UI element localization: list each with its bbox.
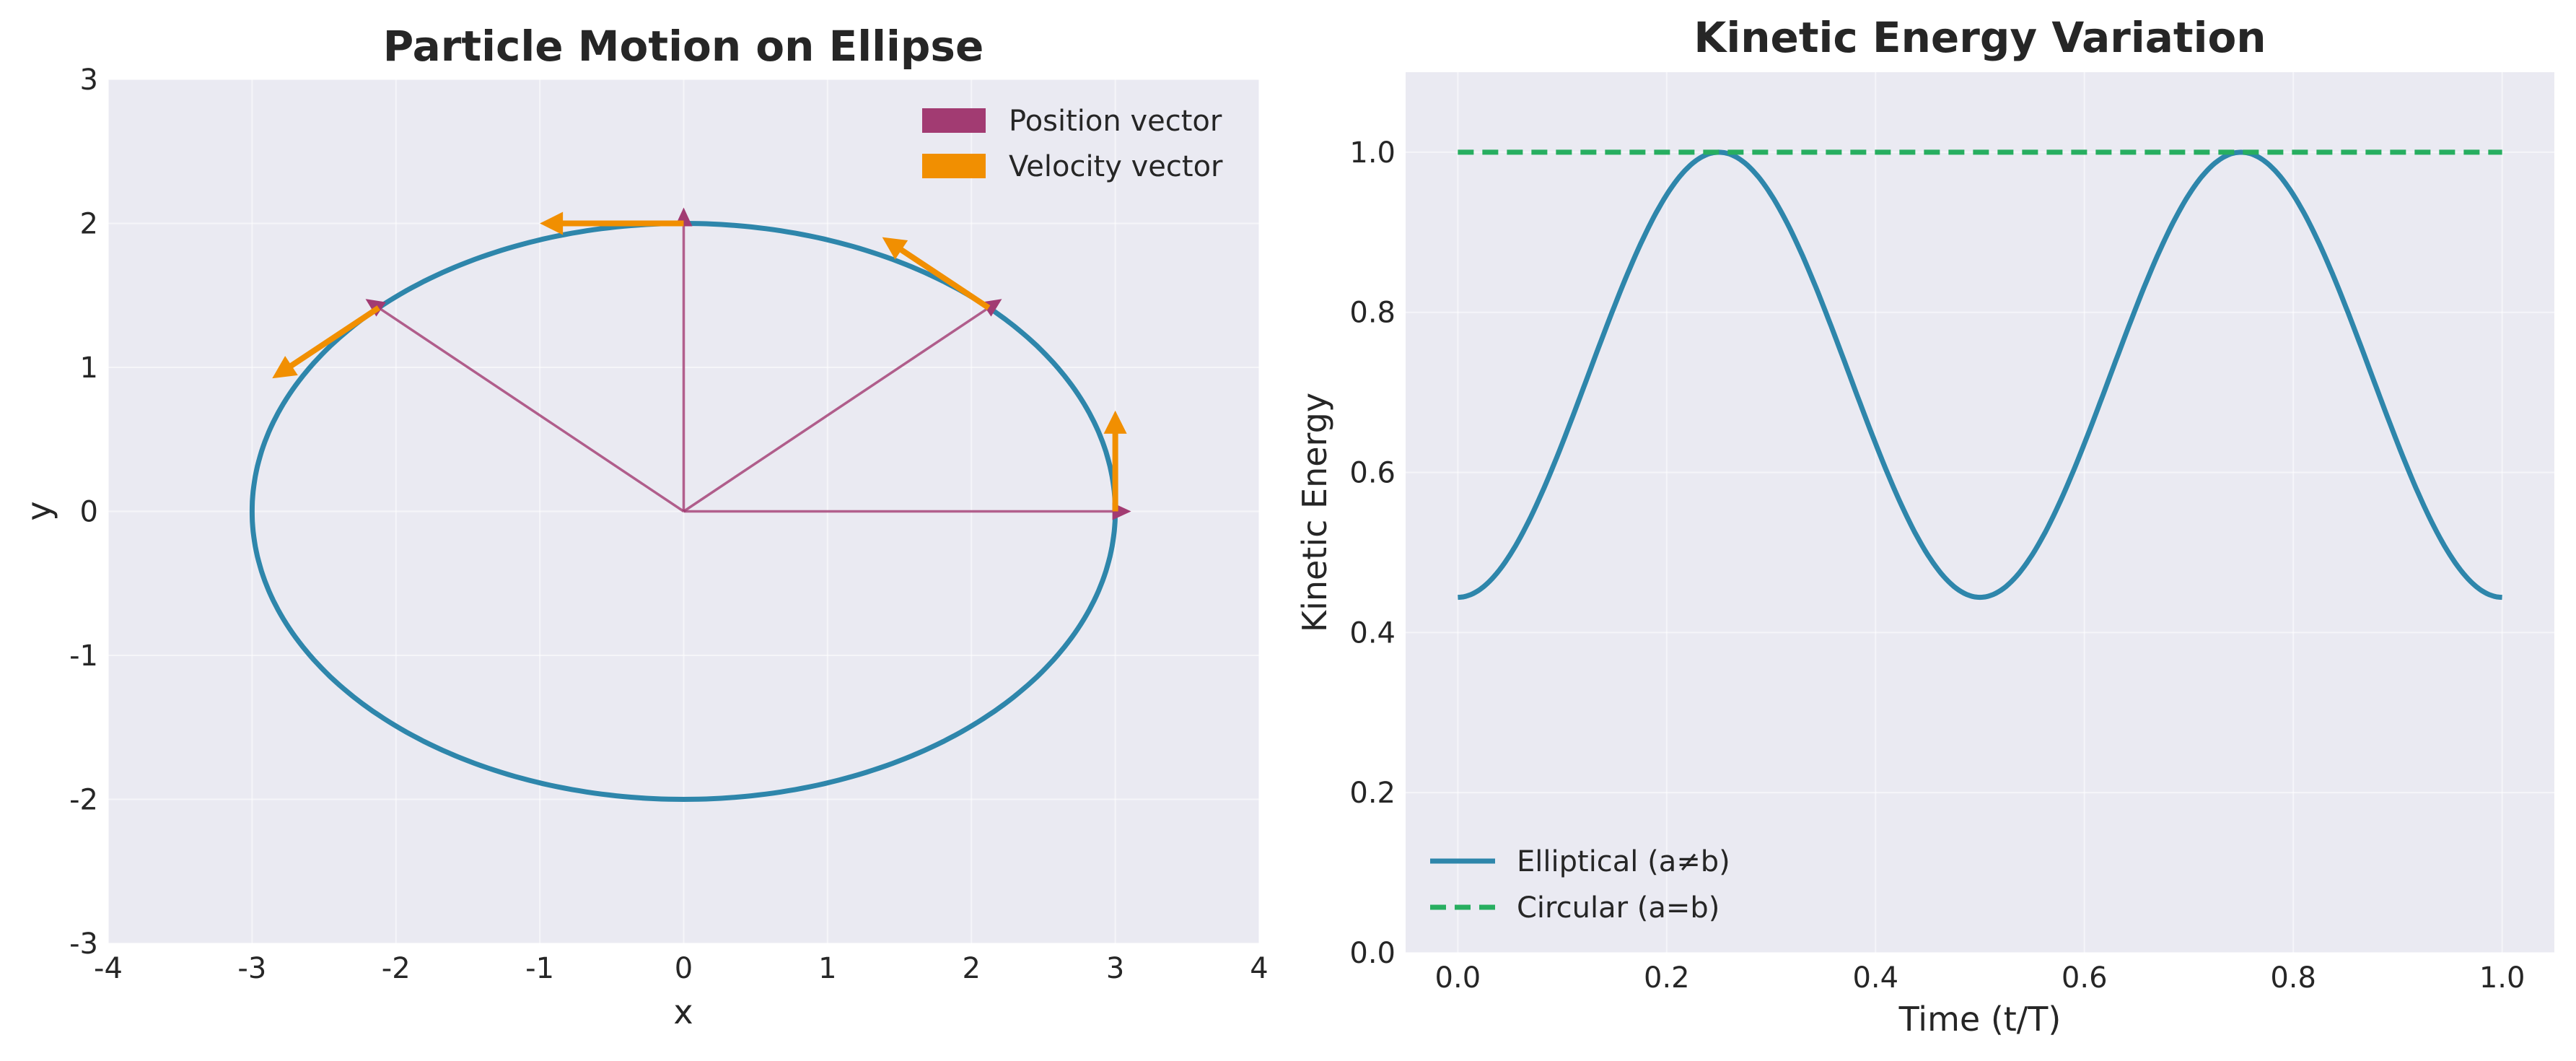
- x-tick-label: 0.6: [2062, 961, 2108, 995]
- kinetic-energy-chart: 0.0 0.2 0.4 0.6 0.8 1.0 0.0 0.2 0.4 0.6 0.8 1.0 Kin…: [1295, 13, 2554, 1039]
- y-tick-label: -3: [69, 927, 98, 961]
- velocity-arrowhead: [540, 211, 564, 235]
- energy-grid: [1406, 72, 2554, 953]
- y-tick-label: -2: [69, 784, 98, 817]
- energy-chart-title: Kinetic Energy Variation: [1694, 13, 2266, 62]
- y-tick-label: 1.0: [1349, 136, 1396, 170]
- y-tick-label: 3: [80, 64, 98, 97]
- legend-elliptical-label: Elliptical (a≠b): [1517, 845, 1730, 878]
- x-tick-label: 1.0: [2479, 961, 2525, 995]
- x-tick-label: -4: [94, 952, 123, 985]
- energy-x-axis-label: Time (t/T): [1898, 1000, 2062, 1039]
- legend-velocity-label: Velocity vector: [1009, 150, 1223, 183]
- ellipse-x-axis-label: x: [673, 992, 693, 1031]
- legend-position-label: Position vector: [1009, 105, 1222, 138]
- velocity-arrowhead: [272, 356, 298, 379]
- y-tick-label: 1: [80, 352, 98, 385]
- x-tick-label: 3: [1106, 952, 1124, 985]
- y-tick-label: 2: [80, 208, 98, 241]
- energy-ticks: 0.0 0.2 0.4 0.6 0.8 1.0 0.0 0.2 0.4 0.6 0.8 1.0: [1349, 136, 2525, 995]
- energy-legend: Elliptical (a≠b) Circular (a=b): [1430, 845, 1730, 925]
- y-tick-label: 0.0: [1349, 937, 1396, 970]
- x-tick-label: 1: [818, 952, 836, 985]
- x-tick-label: 0.8: [2270, 961, 2316, 995]
- velocity-vector: [282, 305, 381, 373]
- y-tick-label: -1: [69, 639, 98, 673]
- velocity-vector: [893, 243, 991, 310]
- y-tick-label: 0.4: [1349, 616, 1396, 650]
- x-tick-label: 4: [1250, 952, 1268, 985]
- energy-y-axis-label: Kinetic Energy: [1295, 393, 1334, 632]
- x-tick-label: -1: [525, 952, 554, 985]
- legend-velocity-swatch: [922, 154, 986, 178]
- x-tick-label: 0: [675, 952, 693, 985]
- velocity-arrowhead: [1103, 410, 1127, 434]
- series-elliptical: [1458, 149, 2502, 601]
- y-tick-label: 0.8: [1349, 297, 1396, 330]
- legend-position-swatch: [922, 108, 986, 133]
- ellipse-legend: Position vector Velocity vector: [922, 105, 1223, 183]
- energy-marks: [1458, 149, 2502, 601]
- x-tick-label: 2: [963, 952, 981, 985]
- energy-plot-area: [1406, 72, 2554, 953]
- legend-circular-label: Circular (a=b): [1517, 891, 1719, 925]
- ellipse-y-axis-label: y: [19, 501, 58, 520]
- ellipse-marks: [249, 207, 1131, 803]
- x-tick-label: -2: [382, 952, 411, 985]
- y-tick-label: 0.2: [1349, 777, 1396, 810]
- x-tick-label: 0.4: [1852, 961, 1898, 995]
- x-tick-label: -3: [237, 952, 266, 985]
- y-tick-label: 0: [80, 496, 98, 529]
- position-vector: [377, 306, 685, 512]
- y-tick-label: 0.6: [1349, 457, 1396, 490]
- x-tick-label: 0.2: [1644, 961, 1690, 995]
- x-tick-label: 0.0: [1435, 961, 1481, 995]
- ellipse-chart-title: Particle Motion on Ellipse: [383, 22, 984, 71]
- position-vector: [683, 306, 990, 512]
- velocity-arrowhead: [882, 237, 908, 260]
- ellipse-orbit: [249, 220, 1118, 803]
